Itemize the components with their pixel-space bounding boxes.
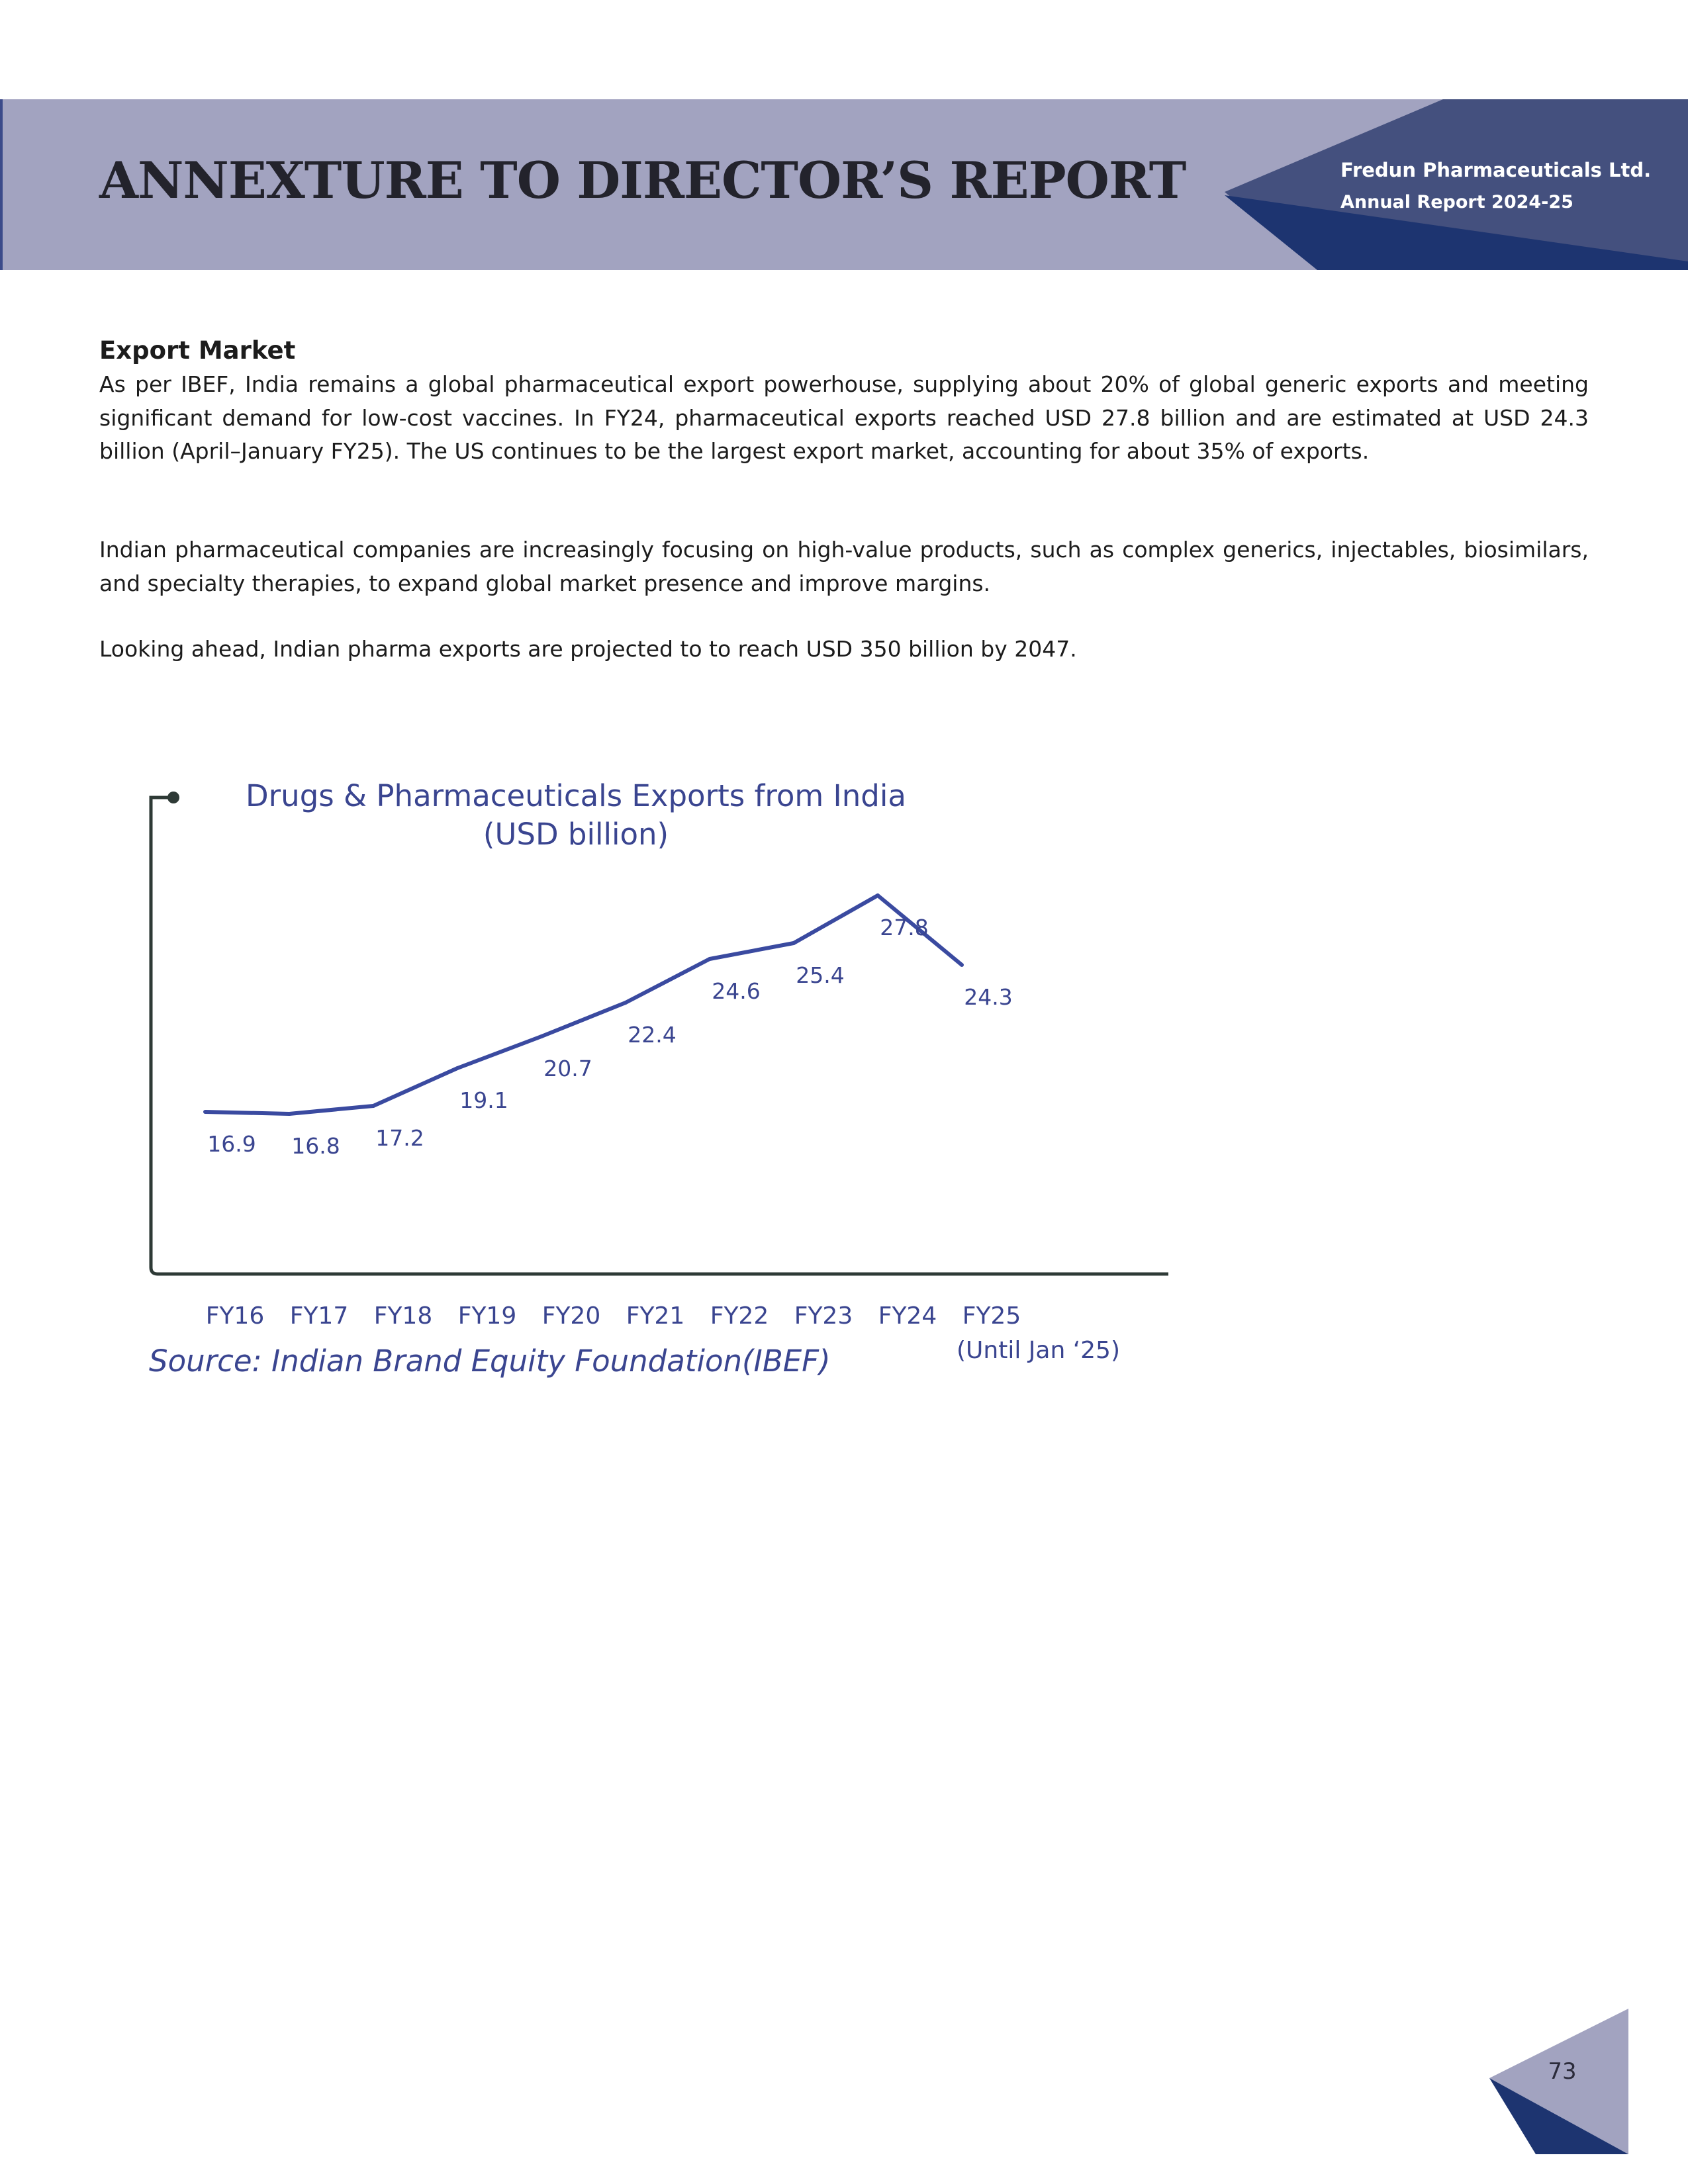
chart-title: Drugs & Pharmaceuticals Exports from Ind… bbox=[246, 778, 906, 813]
page-number: 73 bbox=[1548, 2058, 1577, 2085]
chart-data-label-fy25: 24.3 bbox=[964, 984, 1012, 1010]
fy25-note: (Until Jan ‘25) bbox=[957, 1337, 1121, 1364]
exports-chart-svg: 16.9 16.8 17.2 19.1 20.7 22.4 24.6 25.4 27.8 24.3… bbox=[149, 792, 1168, 1330]
chart-subtitle: (USD billion) bbox=[483, 817, 669, 852]
chart-data-label-fy23: 25.4 bbox=[796, 962, 844, 988]
chart-tick-label-fy24: FY24 bbox=[878, 1302, 937, 1330]
chart-point-fy17 bbox=[287, 1112, 291, 1116]
chart-point-fy21 bbox=[624, 1001, 628, 1005]
exports-chart: 16.9 16.8 17.2 19.1 20.7 22.4 24.6 25.4 27.8 24.3… bbox=[132, 768, 1192, 1403]
chart-point-fy23 bbox=[792, 941, 796, 945]
paragraph-high-value-focus: Indian pharmaceutical companies are incr… bbox=[99, 537, 1589, 596]
chart-data-label-fy24: 27.8 bbox=[880, 915, 928, 940]
report-year: Annual Report 2024-25 bbox=[1340, 192, 1573, 212]
chart-point-fy24 bbox=[876, 893, 880, 897]
chart-point-fy25 bbox=[960, 963, 964, 967]
chart-axes bbox=[149, 796, 1168, 1276]
paragraph-export-overview: As per IBEF, India remains a global phar… bbox=[99, 371, 1589, 464]
chart-point-fy16 bbox=[203, 1110, 207, 1114]
chart-data-label-fy18: 17.2 bbox=[375, 1125, 424, 1151]
section-title: Export Market bbox=[99, 336, 296, 365]
report-title: ANNEXTURE TO DIRECTOR’S REPORT bbox=[99, 151, 1186, 210]
corner-shape-dark bbox=[1489, 2078, 1628, 2154]
chart-tick-label-fy17: FY17 bbox=[290, 1302, 349, 1330]
chart-tick-label-fy23: FY23 bbox=[794, 1302, 853, 1330]
chart-data-label-fy17: 16.8 bbox=[291, 1133, 340, 1159]
chart-axis-dot bbox=[167, 792, 179, 803]
chart-series-line bbox=[205, 893, 963, 1116]
chart-point-fy19 bbox=[455, 1066, 459, 1070]
chart-tick-label-fy16: FY16 bbox=[206, 1302, 265, 1330]
chart-data-label-fy21: 22.4 bbox=[628, 1022, 676, 1048]
chart-tick-label-fy21: FY21 bbox=[626, 1302, 685, 1330]
chart-point-fy22 bbox=[708, 957, 712, 961]
header-shape-dark bbox=[1225, 195, 1688, 270]
chart-source: Source: Indian Brand Equity Foundation(I… bbox=[149, 1343, 831, 1379]
chart-title-block: Drugs & Pharmaceuticals Exports from Ind… bbox=[195, 777, 957, 854]
company-name: Fredun Pharmaceuticals Ltd. bbox=[1340, 159, 1652, 181]
chart-tick-label-fy18: FY18 bbox=[374, 1302, 433, 1330]
paragraph-outlook: Looking ahead, Indian pharma exports are… bbox=[99, 636, 1077, 662]
chart-data-label-fy20: 20.7 bbox=[543, 1056, 592, 1081]
chart-tick-label-fy22: FY22 bbox=[710, 1302, 769, 1330]
chart-point-fy18 bbox=[371, 1104, 375, 1108]
chart-data-label-fy16: 16.9 bbox=[207, 1131, 256, 1157]
chart-data-label-fy19: 19.1 bbox=[459, 1087, 508, 1113]
chart-tick-label-fy19: FY19 bbox=[458, 1302, 517, 1330]
header-decoration bbox=[1225, 99, 1688, 270]
chart-point-fy20 bbox=[539, 1034, 543, 1038]
chart-tick-label-fy25: FY25 bbox=[962, 1302, 1021, 1330]
chart-tick-label-fy20: FY20 bbox=[542, 1302, 601, 1330]
chart-data-label-fy22: 24.6 bbox=[712, 978, 760, 1004]
